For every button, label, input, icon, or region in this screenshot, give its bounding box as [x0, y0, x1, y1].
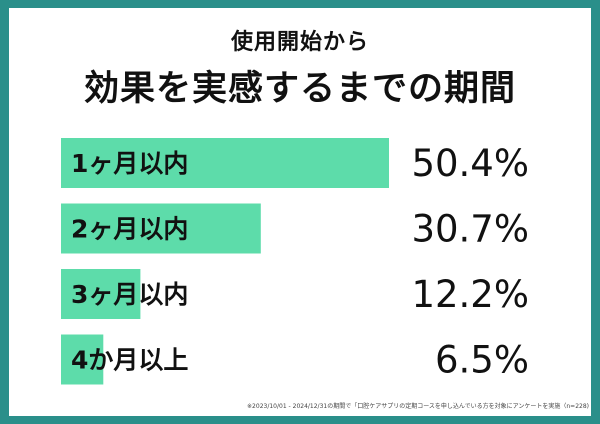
value-label-3: 12.2%	[411, 273, 529, 316]
category-label-3: 3ヶ月以内	[71, 280, 188, 309]
category-label-4: 4か月以上	[71, 346, 188, 375]
chart-subtitle: 使用開始から	[230, 30, 369, 55]
bar-1	[61, 138, 389, 188]
footnote-text: ※2023/10/01 - 2024/12/31の期間で「口腔ケアサプリの定期コ…	[247, 403, 589, 410]
bar-4	[61, 334, 104, 385]
chart-title: 効果を実感するまでの期間	[83, 69, 516, 109]
survey-footnote: ※2023/10/01 - 2024/12/31の期間で「口腔ケアサプリの定期コ…	[9, 401, 591, 410]
chart-card: 使用開始から 効果を実感するまでの期間 1ヶ月以内 50.4% 2ヶ月以内 30.7%…	[9, 8, 591, 416]
bar-chart: 1ヶ月以内 50.4% 2ヶ月以内 30.7% 3ヶ月以内 12.2% 4か月以上 6.5%	[61, 138, 529, 385]
bar-3	[61, 269, 141, 319]
category-label-1: 1ヶ月以内	[71, 149, 188, 178]
category-label-2: 2ヶ月以内	[71, 215, 188, 244]
value-label-2: 30.7%	[411, 208, 529, 251]
value-label-4: 6.5%	[435, 339, 529, 382]
value-label-1: 50.4%	[411, 142, 529, 185]
bar-2	[61, 203, 261, 254]
